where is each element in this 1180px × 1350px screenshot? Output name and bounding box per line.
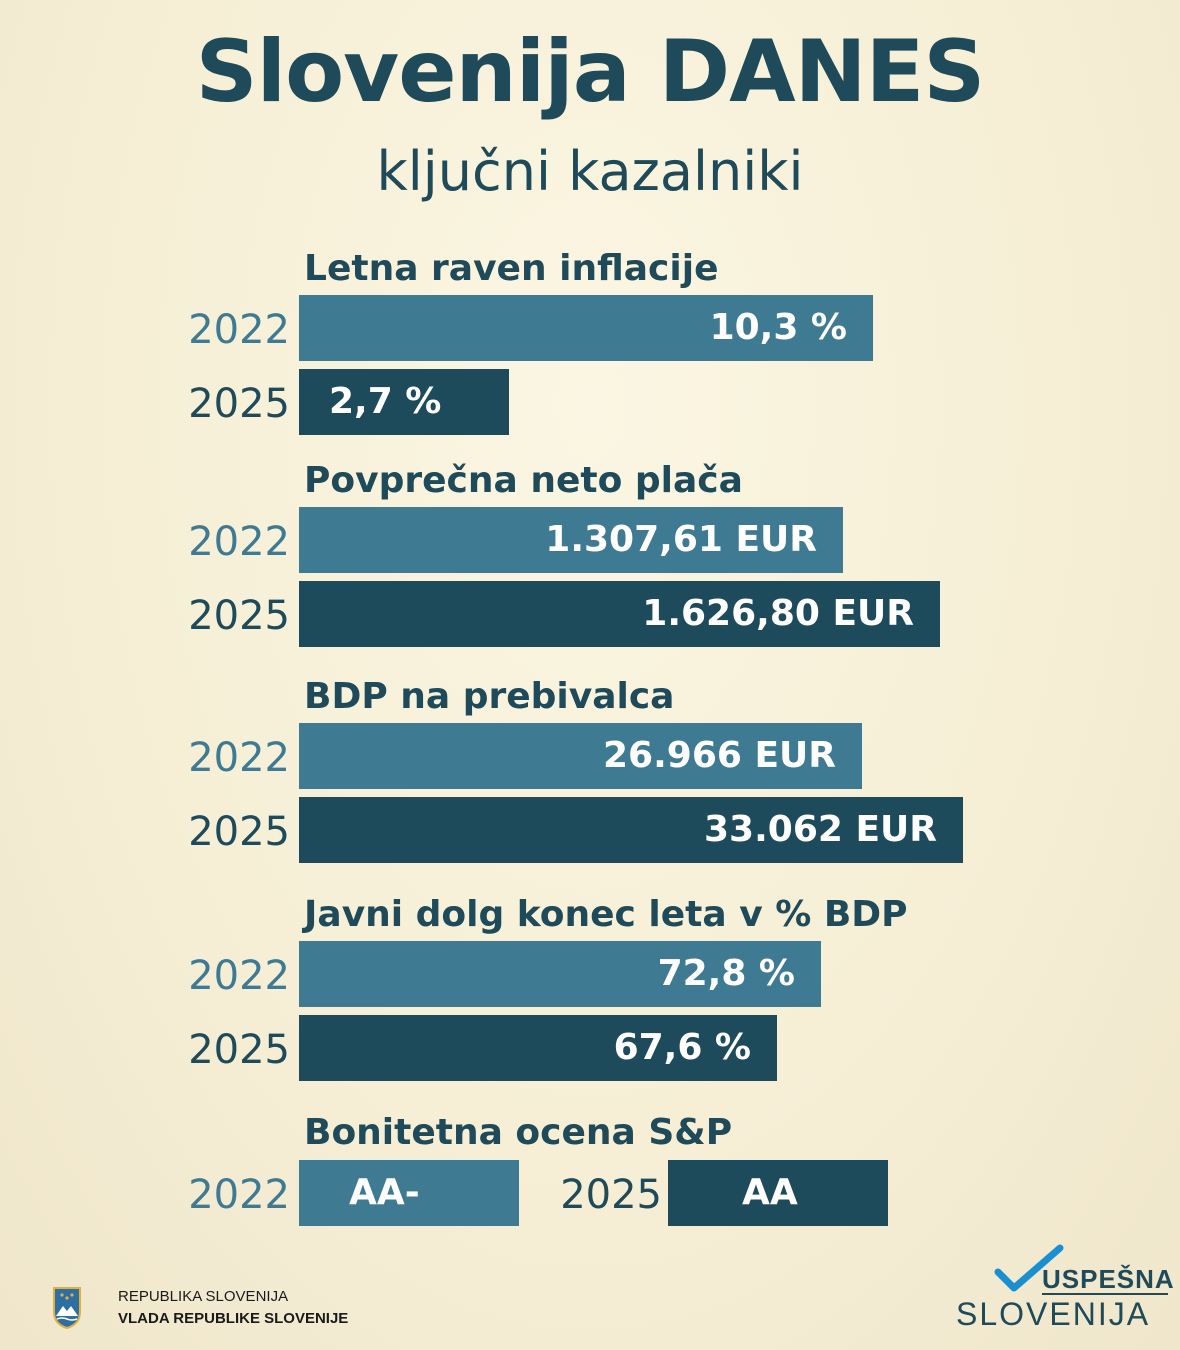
brand-logo: USPEŠNA SLOVENIJA	[950, 1240, 1174, 1340]
data-bar: 67,6 %	[299, 1015, 777, 1081]
data-bar: 10,3 %	[299, 295, 873, 361]
year-label: 2022	[188, 953, 290, 999]
government-body: VLADA REPUBLIKE SLOVENIJE	[118, 1310, 349, 1327]
year-label: 2022	[188, 519, 290, 565]
data-bar: 33.062 EUR	[299, 797, 963, 863]
government-name: REPUBLIKA SLOVENIJA	[118, 1288, 289, 1305]
rating-year: 2022	[188, 1172, 290, 1218]
data-label: 10,3 %	[709, 307, 847, 348]
year-label: 2025	[188, 381, 290, 427]
year-label: 2025	[188, 1027, 290, 1073]
year-label: 2025	[188, 809, 290, 855]
data-bar: 1.626,80 EUR	[299, 581, 940, 647]
data-label: 26.966 EUR	[603, 735, 836, 776]
data-bar: 2,7 %	[299, 369, 509, 435]
year-label: 2025	[188, 593, 290, 639]
panel-heading: Javni dolg konec leta v % BDP	[304, 894, 908, 935]
data-label: 1.626,80 EUR	[642, 593, 914, 634]
page-subtitle: ključni kazalniki	[376, 140, 804, 203]
checkmark-icon	[994, 1244, 1064, 1292]
rating-year: 2025	[560, 1172, 662, 1218]
rating-label: AA-	[349, 1172, 420, 1213]
brand-text-bottom: SLOVENIJA	[956, 1296, 1151, 1332]
panel-heading: BDP na prebivalca	[304, 676, 675, 717]
page-title: Slovenija DANES	[195, 22, 986, 122]
data-bar: 72,8 %	[299, 941, 821, 1007]
data-label: 1.307,61 EUR	[545, 519, 817, 560]
data-label: 72,8 %	[657, 953, 795, 994]
rating-label: AA	[742, 1172, 798, 1213]
rating-bar: AA	[668, 1160, 888, 1226]
rating-heading: Bonitetna ocena S&P	[304, 1112, 733, 1153]
rating-bar: AA-	[299, 1160, 519, 1226]
panel-heading: Letna raven inflacije	[304, 248, 719, 289]
year-label: 2022	[188, 307, 290, 353]
panel-heading: Povprečna neto plača	[304, 460, 743, 501]
year-label: 2022	[188, 735, 290, 781]
data-bar: 1.307,61 EUR	[299, 507, 843, 573]
data-label: 33.062 EUR	[704, 809, 937, 850]
coat-of-arms-icon	[53, 1287, 81, 1330]
brand-divider	[1042, 1293, 1168, 1295]
brand-text-top: USPEŠNA	[1042, 1264, 1175, 1294]
data-label: 67,6 %	[613, 1027, 751, 1068]
data-label: 2,7 %	[329, 381, 442, 422]
data-bar: 26.966 EUR	[299, 723, 862, 789]
